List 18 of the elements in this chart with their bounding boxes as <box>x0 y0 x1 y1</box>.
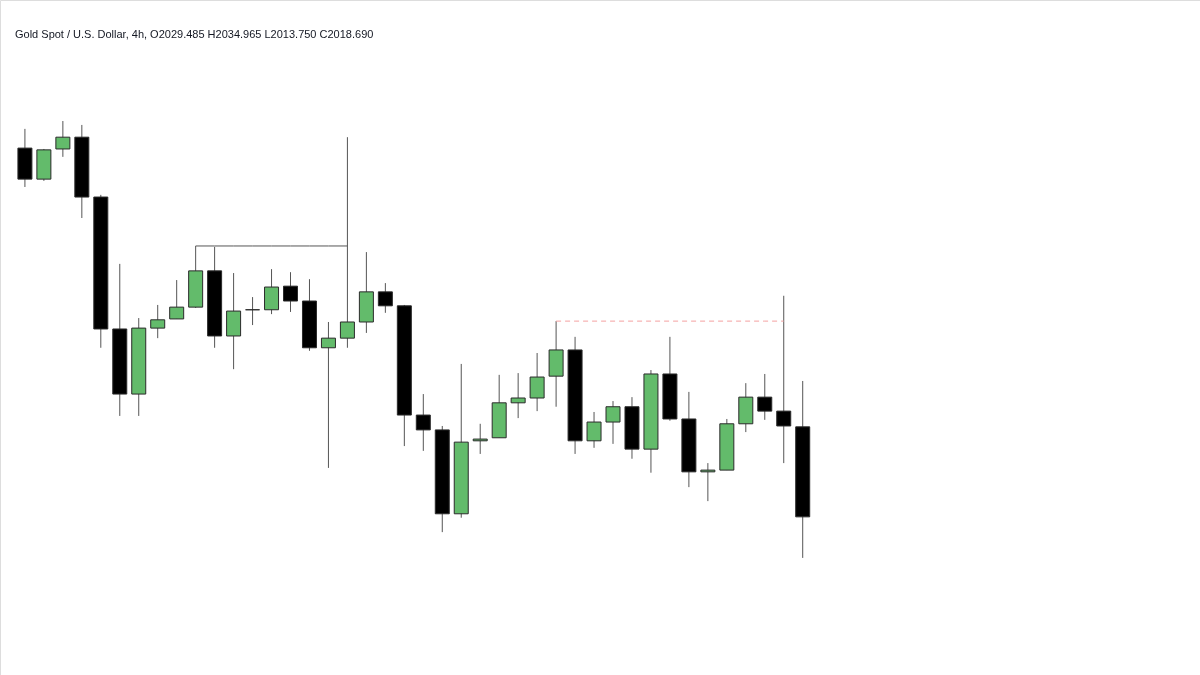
candlestick <box>529 352 545 412</box>
candlestick <box>169 279 185 320</box>
candlestick <box>510 372 526 419</box>
chart-title: Gold Spot / U.S. Dollar, 4h, O2029.485 H2034.965 L2013.750 C2018.690 <box>15 28 374 40</box>
candlestick <box>776 295 792 464</box>
candlestick <box>264 268 280 315</box>
candlestick <box>757 373 773 421</box>
candlestick <box>320 321 336 469</box>
candlestick <box>245 296 261 326</box>
candlestick <box>283 271 299 313</box>
candlestick <box>415 393 431 452</box>
candlestick <box>150 304 166 339</box>
candlestick <box>700 462 716 502</box>
candlestick <box>586 411 602 449</box>
candlestick <box>377 282 393 314</box>
candlestick <box>55 120 71 158</box>
candlestick <box>472 423 488 455</box>
candlestick <box>605 400 621 445</box>
